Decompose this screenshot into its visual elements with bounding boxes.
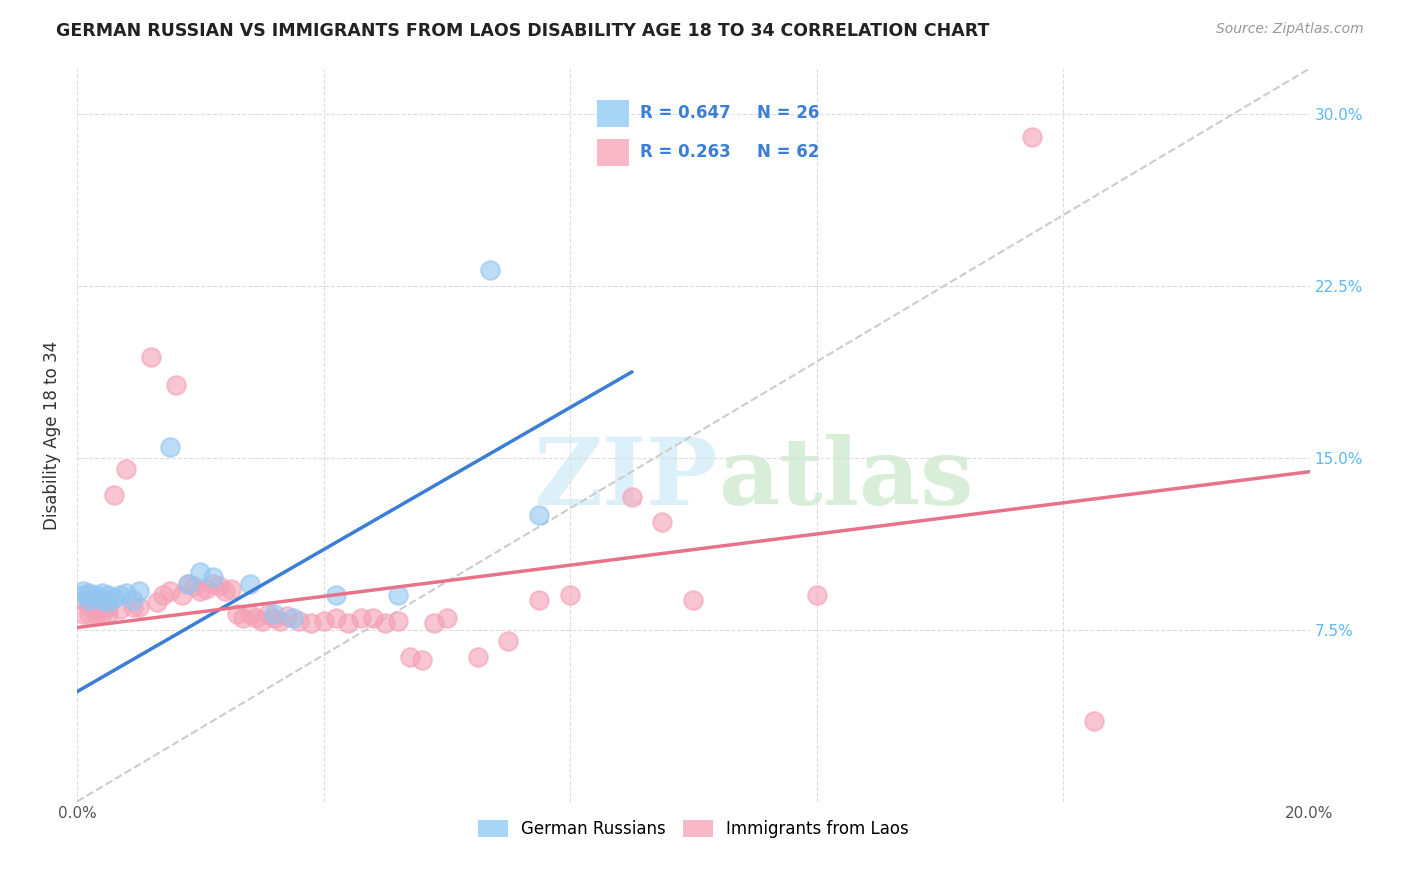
Point [1021,130,1043,145]
Point [97,607,120,621]
Point [281,611,304,625]
Point [239,577,262,591]
Point [806,588,828,602]
Point [103,591,125,605]
Point [110,602,132,616]
Point [90,586,112,600]
Text: GERMAN RUSSIAN VS IMMIGRANTS FROM LAOS DISABILITY AGE 18 TO 34 CORRELATION CHART: GERMAN RUSSIAN VS IMMIGRANTS FROM LAOS D… [56,22,990,40]
Point [387,614,409,628]
Point [299,615,322,630]
Point [188,583,211,598]
Point [152,588,174,602]
Point [84,588,107,602]
Text: Source: ZipAtlas.com: Source: ZipAtlas.com [1216,22,1364,37]
Point [110,588,132,602]
Point [79,586,101,600]
Point [79,607,101,621]
Text: ZIP: ZIP [534,434,718,524]
Point [72,593,94,607]
Point [398,650,420,665]
Point [232,611,254,625]
Point [325,588,347,602]
Point [165,377,187,392]
Point [115,462,138,476]
Point [97,588,120,602]
Point [72,588,94,602]
Point [1083,714,1105,729]
Point [276,609,298,624]
Point [374,615,396,630]
Point [84,604,107,618]
Point [121,599,143,614]
Point [411,652,433,666]
Point [201,570,224,584]
Point [208,579,231,593]
Point [325,611,347,625]
Point [214,583,236,598]
Point [239,607,262,621]
Point [103,487,125,501]
Point [79,599,101,614]
Point [170,588,193,602]
Point [128,599,150,614]
Text: atlas: atlas [718,434,973,524]
Point [195,582,218,596]
Point [288,614,311,628]
Point [97,599,120,614]
Point [349,611,371,625]
Point [257,607,280,621]
Point [269,614,291,628]
Point [529,508,551,523]
Legend: German Russians, Immigrants from Laos: German Russians, Immigrants from Laos [471,813,915,845]
Point [90,599,112,614]
Point [90,593,112,607]
Point [620,490,643,504]
Point [146,595,169,609]
Point [115,586,138,600]
Point [250,614,273,628]
Point [226,607,249,621]
Point [423,615,446,630]
Point [128,583,150,598]
Point [312,614,335,628]
Point [84,607,107,621]
Point [529,593,551,607]
Point [177,577,200,591]
Point [682,593,704,607]
Point [387,588,409,602]
Point [72,607,94,621]
Point [558,588,581,602]
Point [159,583,181,598]
Point [139,350,162,364]
Point [183,579,205,593]
Point [84,591,107,605]
Y-axis label: Disability Age 18 to 34: Disability Age 18 to 34 [44,341,60,530]
Point [498,634,520,648]
Point [177,577,200,591]
Point [219,582,242,596]
Point [361,611,384,625]
Point [159,440,181,454]
Point [188,566,211,580]
Point [651,515,673,529]
Point [90,607,112,621]
Point [201,577,224,591]
Point [79,593,101,607]
Point [436,611,458,625]
Point [72,583,94,598]
Point [245,611,267,625]
Point [337,615,360,630]
Point [263,607,285,621]
Point [467,650,489,665]
Point [121,593,143,607]
Point [263,611,285,625]
Point [97,595,120,609]
Point [478,263,501,277]
